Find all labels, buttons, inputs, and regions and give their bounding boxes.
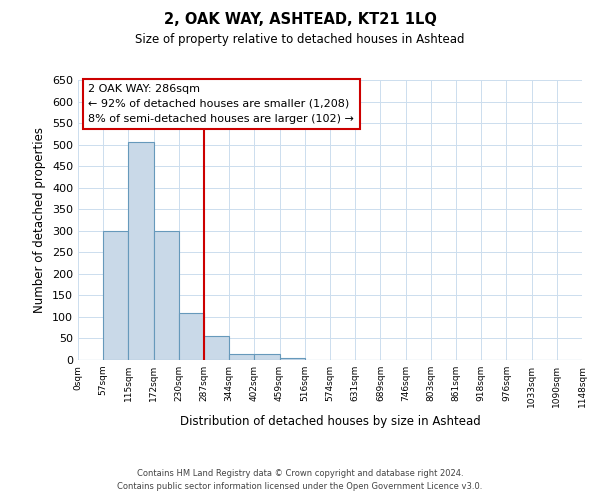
Y-axis label: Number of detached properties: Number of detached properties	[34, 127, 46, 313]
Bar	[128, 142, 154, 360]
X-axis label: Distribution of detached houses by size in Ashtead: Distribution of detached houses by size …	[179, 416, 481, 428]
Bar	[280, 358, 305, 360]
Bar	[254, 354, 280, 360]
Text: 2 OAK WAY: 286sqm
← 92% of detached houses are smaller (1,208)
8% of semi-detach: 2 OAK WAY: 286sqm ← 92% of detached hous…	[88, 84, 354, 124]
Bar	[103, 231, 128, 360]
Bar	[229, 354, 254, 360]
Text: Contains HM Land Registry data © Crown copyright and database right 2024.: Contains HM Land Registry data © Crown c…	[137, 468, 463, 477]
Bar	[179, 312, 204, 360]
Text: 2, OAK WAY, ASHTEAD, KT21 1LQ: 2, OAK WAY, ASHTEAD, KT21 1LQ	[164, 12, 436, 28]
Bar	[204, 336, 229, 360]
Text: Size of property relative to detached houses in Ashtead: Size of property relative to detached ho…	[135, 32, 465, 46]
Text: Contains public sector information licensed under the Open Government Licence v3: Contains public sector information licen…	[118, 482, 482, 491]
Bar	[154, 231, 179, 360]
